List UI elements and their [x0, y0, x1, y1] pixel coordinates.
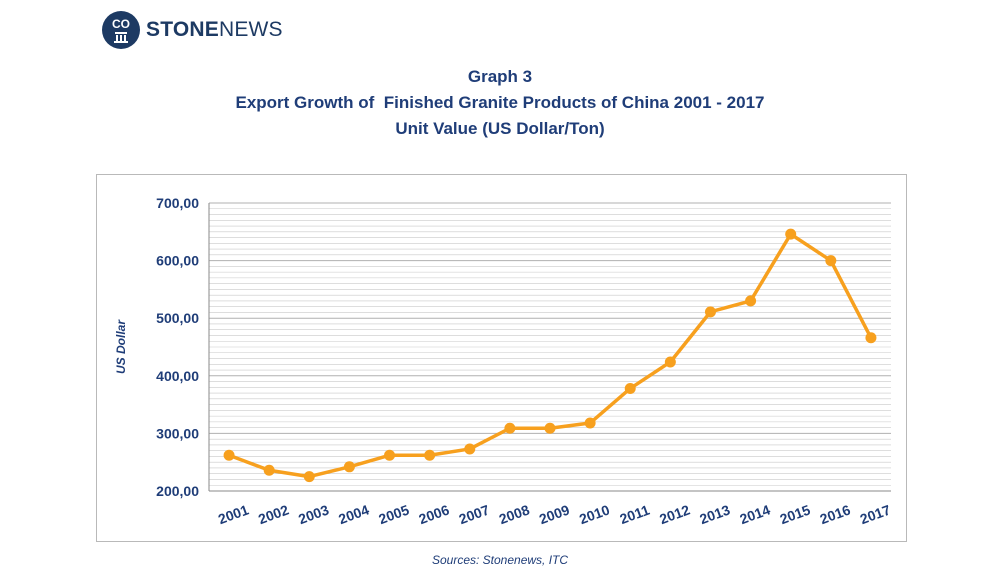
x-tick-label: 2002: [256, 501, 291, 527]
data-point: [223, 449, 235, 461]
data-point: [544, 422, 556, 434]
x-tick-label: 2004: [336, 501, 371, 527]
y-tick-label: 700,00: [156, 195, 199, 211]
chart-titles: Graph 3 Export Growth of Finished Granit…: [0, 64, 1000, 142]
data-point: [584, 417, 596, 429]
x-tick-label: 2010: [577, 501, 612, 527]
x-tick-label: 2016: [818, 501, 853, 527]
data-point: [664, 356, 676, 368]
chart-frame: 200,00 300,00 400,00 500,00 600,00 700,00 US D…: [96, 174, 907, 542]
logo-text-light: NEWS: [218, 18, 283, 41]
x-tick-label: 2014: [738, 501, 773, 527]
y-axis-title: US Dollar: [114, 319, 128, 374]
chart-subtitle: Unit Value (US Dollar/Ton): [395, 119, 605, 138]
stonenews-logo-icon: CO: [102, 11, 140, 49]
y-tick-label: 400,00: [156, 368, 199, 384]
data-point: [785, 228, 797, 240]
y-tick-label: 500,00: [156, 310, 199, 326]
logo-text-bold: STONE: [146, 18, 219, 41]
data-point: [865, 332, 877, 344]
x-tick-label: 2015: [778, 501, 813, 527]
y-tick-label: 600,00: [156, 253, 199, 269]
x-tick-label: 2006: [417, 501, 452, 527]
x-tick-label: 2003: [296, 501, 331, 527]
data-point: [825, 255, 837, 267]
data-point: [504, 422, 516, 434]
data-point: [263, 464, 275, 476]
x-tick-label: 2001: [216, 501, 251, 527]
data-point: [624, 382, 636, 394]
x-tick-label: 2011: [618, 502, 652, 527]
x-tick-label: 2008: [497, 501, 532, 527]
line-chart: 200,00 300,00 400,00 500,00 600,00 700,00 US D…: [114, 195, 893, 527]
y-tick-label: 300,00: [156, 425, 199, 441]
data-point: [384, 449, 396, 461]
x-tick-label: 2009: [537, 501, 572, 527]
stonenews-logo: CO STONENEWS: [102, 11, 283, 49]
data-point: [704, 306, 716, 318]
logo-wordmark: STONENEWS: [146, 11, 283, 49]
data-point: [424, 449, 436, 461]
data-point: [464, 443, 476, 455]
series-line: [228, 232, 873, 479]
x-tick-label: 2012: [657, 501, 692, 527]
svg-text:CO: CO: [112, 17, 130, 31]
x-tick-label: 2013: [697, 501, 732, 527]
data-point: [343, 461, 355, 473]
y-tick-label: 200,00: [156, 483, 199, 499]
data-point: [303, 471, 315, 483]
source-note: Sources: Stonenews, ITC: [431, 553, 569, 567]
x-tick-label: 2007: [457, 501, 492, 527]
data-point: [745, 295, 757, 307]
x-tick-label: 2005: [376, 501, 411, 527]
chart-title: Export Growth of Finished Granite Produc…: [235, 93, 765, 112]
graph-number: Graph 3: [467, 67, 533, 86]
x-tick-label: 2017: [858, 501, 893, 527]
